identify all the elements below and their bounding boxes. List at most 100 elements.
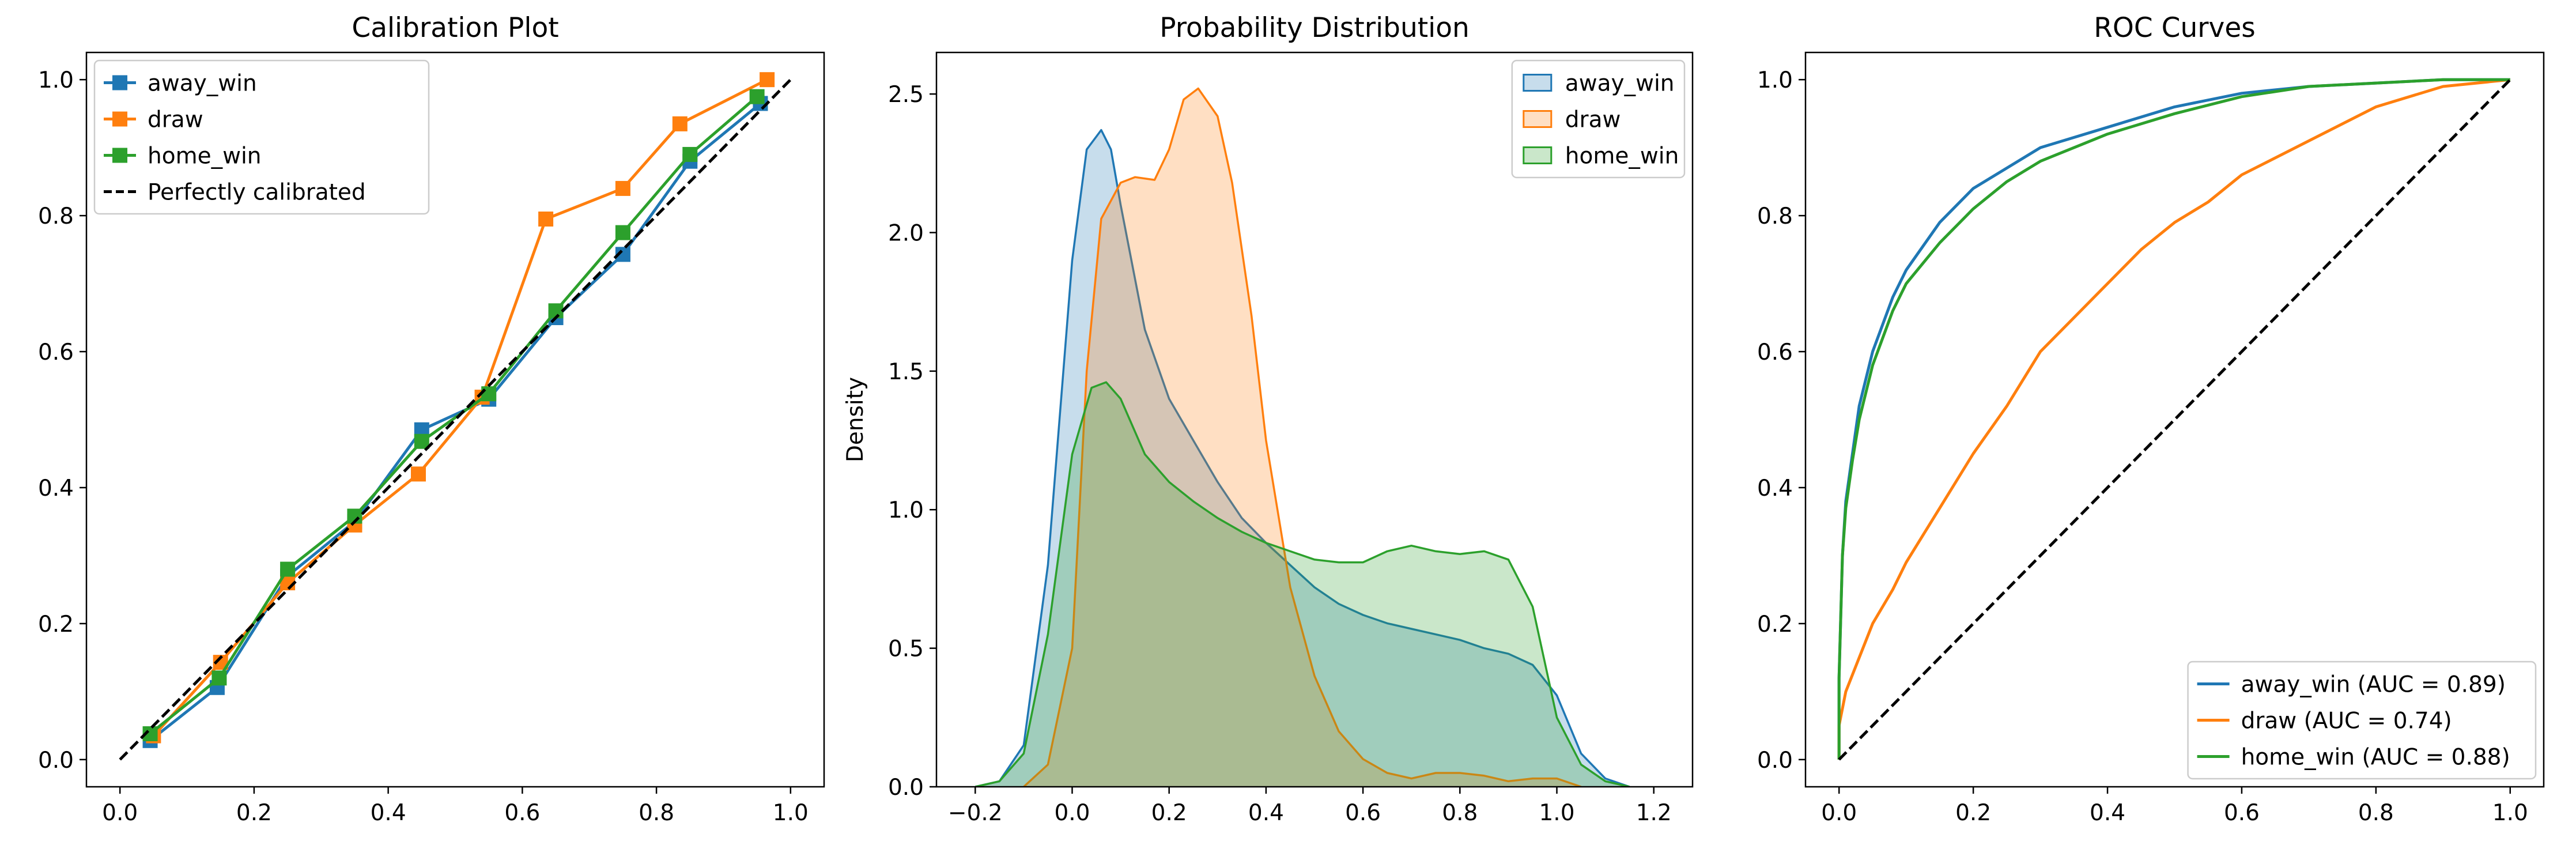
series-home_win-group — [975, 381, 1630, 787]
chart-panel-2: −0.2 0.0 0.2 0.4 0.6 0.8 1.0 1.2 0.0 0.5 1.0 1.5 2.0… — [843, 12, 1694, 826]
data-point — [414, 433, 429, 449]
area-outline — [975, 381, 1630, 787]
x-tick-label: 0.2 — [1151, 800, 1187, 826]
legend-label: Perfectly calibrated — [148, 180, 366, 206]
data-point — [481, 386, 497, 402]
series-home_win-group — [1837, 78, 2510, 760]
x-tick-label: 1.0 — [1539, 800, 1574, 826]
data-point — [672, 116, 688, 131]
legend-label: away_win (AUC = 0.89) — [2241, 672, 2506, 698]
data-point — [280, 561, 296, 577]
axes-frame — [85, 51, 825, 788]
series-line — [149, 95, 758, 735]
legend-label: away_win — [1565, 71, 1675, 97]
chart-title: Calibration Plot — [352, 12, 558, 44]
y-tick-label: 0.0 — [1757, 748, 1793, 774]
axes-frame — [1804, 51, 2545, 788]
legend-box — [93, 59, 430, 215]
y-tick-label: 0.2 — [1757, 612, 1793, 637]
data-point — [538, 212, 554, 227]
legend-label: home_win (AUC = 0.88) — [2241, 745, 2510, 771]
legend-swatch — [1523, 74, 1553, 92]
legend-label: draw — [148, 107, 203, 133]
data-point — [211, 670, 227, 686]
x-tick-label: 0.6 — [1345, 800, 1381, 826]
y-tick-label: 2.5 — [888, 82, 924, 108]
series-chance-group — [1838, 78, 2511, 761]
legend-label: draw (AUC = 0.74) — [2241, 708, 2452, 734]
legend-swatch — [1523, 110, 1553, 128]
x-tick-label: 0.0 — [1821, 800, 1857, 826]
area-fill — [975, 130, 1630, 787]
chart-title: Probability Distribution — [1159, 12, 1470, 44]
x-tick-label: 0.4 — [2090, 800, 2125, 826]
y-axis-label: Density — [843, 377, 868, 462]
x-tick-label: 1.0 — [2492, 800, 2528, 826]
x-tick-label: 0.8 — [639, 800, 674, 826]
y-tick-label: 1.0 — [1757, 67, 1793, 93]
series-perfectly-group — [119, 78, 792, 761]
legend-marker — [112, 148, 127, 163]
y-tick-label: 0.4 — [38, 476, 74, 501]
axes-frame — [935, 51, 1694, 788]
area-outline — [975, 129, 1630, 787]
y-tick-label: 2.0 — [888, 220, 924, 246]
data-point — [682, 146, 698, 162]
plot-area — [1837, 78, 2511, 761]
x-tick-label: 0.8 — [1442, 800, 1478, 826]
y-tick-label: 0.6 — [1757, 339, 1793, 365]
legend-label: draw — [1565, 107, 1621, 133]
y-tick-label: 0.6 — [38, 339, 74, 365]
x-tick-label: 0.2 — [1955, 800, 1991, 826]
y-tick-label: 0.4 — [1757, 476, 1793, 501]
data-point — [411, 466, 426, 482]
x-tick-label: 0.0 — [102, 800, 138, 826]
x-tick-label: 0.6 — [2224, 800, 2260, 826]
series-line — [1837, 78, 2511, 760]
x-tick-label: 0.4 — [1248, 800, 1284, 826]
x-tick-label: 1.0 — [773, 800, 809, 826]
y-tick-label: 0.8 — [38, 203, 74, 229]
area-fill — [975, 382, 1630, 787]
legend-label: home_win — [1565, 144, 1679, 169]
x-tick-label: 0.2 — [236, 800, 272, 826]
panels: 0.0 0.2 0.4 0.6 0.8 1.0 0.0 0.2 0.4 0.6 0.8 1.0 Cali… — [38, 12, 2545, 826]
plot-area — [975, 87, 1630, 787]
legend: away_win (AUC = 0.89) draw (AUC = 0.74) ho… — [2187, 661, 2537, 780]
reference-line — [119, 78, 792, 761]
data-point — [749, 89, 765, 104]
legend-label: home_win — [148, 144, 262, 169]
legend-swatch — [1523, 146, 1553, 164]
series-line — [1837, 78, 2510, 760]
area-fill — [1023, 88, 1581, 787]
chart-title: ROC Curves — [2094, 12, 2256, 44]
y-tick-label: 0.0 — [38, 748, 74, 774]
chart-panel-3: 0.0 0.2 0.4 0.6 0.8 1.0 0.0 0.2 0.4 0.6 0.8 1.0 ROC … — [1757, 12, 2545, 826]
reference-line — [1838, 78, 2511, 761]
series-draw-group — [1023, 87, 1582, 787]
y-tick-label: 0.8 — [1757, 203, 1793, 229]
data-point — [760, 72, 775, 88]
x-tick-label: 0.4 — [371, 800, 406, 826]
series-draw-group — [1837, 78, 2511, 760]
legend-box — [1511, 59, 1686, 179]
y-tick-label: 1.0 — [888, 497, 924, 523]
legend-label: away_win — [148, 71, 257, 97]
area-outline — [1023, 87, 1582, 787]
series-home_win-group — [142, 89, 765, 741]
y-tick-label: 0.2 — [38, 612, 74, 637]
x-tick-label: 1.2 — [1636, 800, 1672, 826]
chart-panel-1: 0.0 0.2 0.4 0.6 0.8 1.0 0.0 0.2 0.4 0.6 0.8 1.0 Cali… — [38, 12, 825, 826]
series-line — [149, 102, 762, 742]
x-tick-label: 0.6 — [504, 800, 540, 826]
data-point — [615, 225, 630, 240]
plot-area — [119, 72, 792, 761]
legend-marker — [112, 75, 127, 90]
legend-box — [2187, 661, 2537, 780]
x-tick-label: −0.2 — [948, 800, 1003, 826]
y-tick-label: 0.0 — [888, 775, 924, 801]
y-tick-label: 0.5 — [888, 636, 924, 662]
